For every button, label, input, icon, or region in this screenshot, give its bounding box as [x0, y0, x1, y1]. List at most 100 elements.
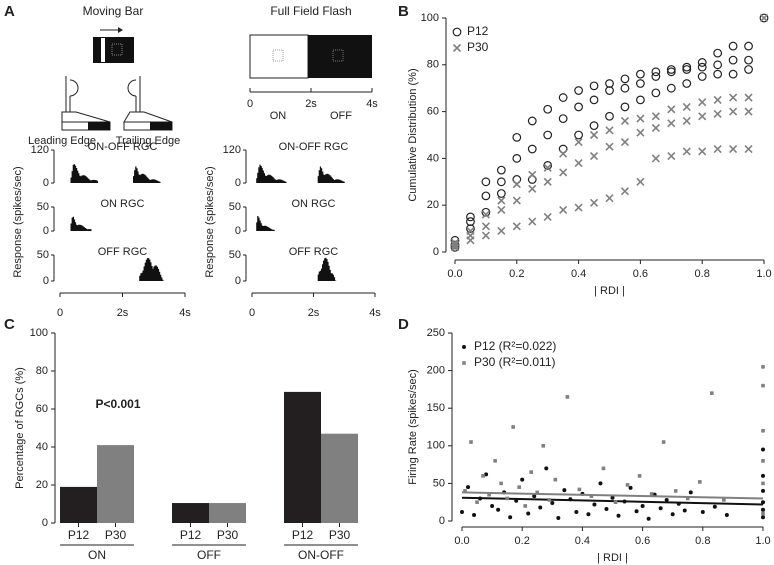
panel-label: C	[4, 316, 15, 333]
point	[759, 13, 769, 23]
point	[713, 95, 722, 104]
point	[496, 507, 501, 512]
point	[744, 41, 753, 51]
x-tick-label: 0.4	[575, 535, 590, 547]
point	[450, 240, 460, 250]
point	[466, 224, 475, 234]
panel-label: B	[398, 3, 409, 20]
point	[666, 83, 676, 93]
point	[601, 466, 606, 471]
point	[558, 114, 568, 124]
point	[620, 137, 630, 147]
y-tick-label: 100	[421, 12, 439, 24]
point	[636, 79, 645, 88]
point	[620, 116, 630, 126]
point	[543, 212, 552, 221]
point	[697, 62, 707, 72]
point	[682, 508, 687, 513]
point	[517, 485, 521, 489]
bar-label: P12	[292, 528, 314, 542]
point	[497, 226, 506, 236]
x-tick-label: 0.2	[509, 268, 524, 280]
point	[620, 83, 630, 93]
point	[722, 498, 726, 502]
point	[698, 147, 707, 156]
x-tick-label: 0.6	[635, 535, 650, 547]
axis	[243, 149, 247, 184]
label: ON	[270, 110, 287, 122]
point	[637, 474, 642, 478]
bar	[284, 391, 321, 523]
point	[512, 153, 522, 163]
point	[628, 485, 633, 490]
point	[605, 142, 614, 151]
point	[651, 154, 660, 163]
point	[620, 102, 630, 112]
y-tick-label: 60	[36, 403, 48, 415]
electrode	[127, 76, 141, 112]
point	[664, 497, 669, 502]
bar	[321, 433, 358, 523]
edge-dark	[150, 122, 172, 130]
point	[604, 506, 609, 511]
point	[589, 198, 599, 207]
point	[712, 504, 717, 509]
legend-marker	[462, 345, 466, 349]
point	[528, 184, 537, 193]
y-label: Percentage of RGCs (%)	[14, 367, 26, 489]
title: Full Field Flash	[270, 4, 351, 18]
tick-label: 50	[229, 201, 241, 213]
y-tick-label: 40	[36, 441, 48, 453]
y-tick-label: 50	[433, 477, 445, 489]
point	[466, 236, 475, 245]
y-tick-label: 0	[439, 515, 445, 527]
tick-label: 50	[229, 249, 241, 261]
point	[543, 163, 552, 172]
point	[535, 490, 540, 495]
point	[565, 395, 570, 399]
point	[640, 503, 645, 508]
row-label: OFF RGC	[98, 246, 148, 258]
point	[710, 391, 714, 395]
histogram	[69, 216, 92, 231]
point	[556, 515, 561, 520]
category-label: ON	[88, 548, 106, 562]
trend-line	[461, 491, 764, 500]
point	[713, 48, 723, 58]
receptive-field	[332, 49, 344, 62]
y-label: Firing Rate (spikes/sec)	[407, 369, 419, 485]
point	[481, 207, 491, 217]
point	[761, 507, 765, 512]
point	[559, 205, 568, 214]
point	[527, 116, 537, 126]
point	[487, 492, 491, 497]
point	[475, 500, 479, 504]
point	[682, 116, 691, 126]
point	[508, 515, 513, 520]
point	[761, 500, 765, 505]
x-tick-label: 1.0	[755, 535, 770, 547]
point	[543, 104, 553, 114]
point	[559, 168, 568, 177]
point	[713, 109, 722, 119]
x-tick-label: 0.8	[695, 268, 710, 280]
x-tick-label: 0.6	[633, 268, 648, 280]
point	[574, 509, 579, 514]
flash-on	[249, 34, 309, 79]
point	[729, 93, 738, 102]
axis	[59, 292, 186, 297]
point	[559, 149, 568, 158]
point	[589, 130, 599, 140]
point	[688, 490, 693, 495]
point	[673, 489, 678, 493]
point	[685, 496, 690, 501]
point	[697, 72, 707, 81]
point	[562, 488, 567, 493]
point	[605, 194, 614, 203]
point	[499, 481, 503, 486]
point	[651, 67, 661, 77]
point	[761, 515, 765, 520]
bar-label: P12	[68, 528, 90, 542]
point	[481, 177, 491, 187]
